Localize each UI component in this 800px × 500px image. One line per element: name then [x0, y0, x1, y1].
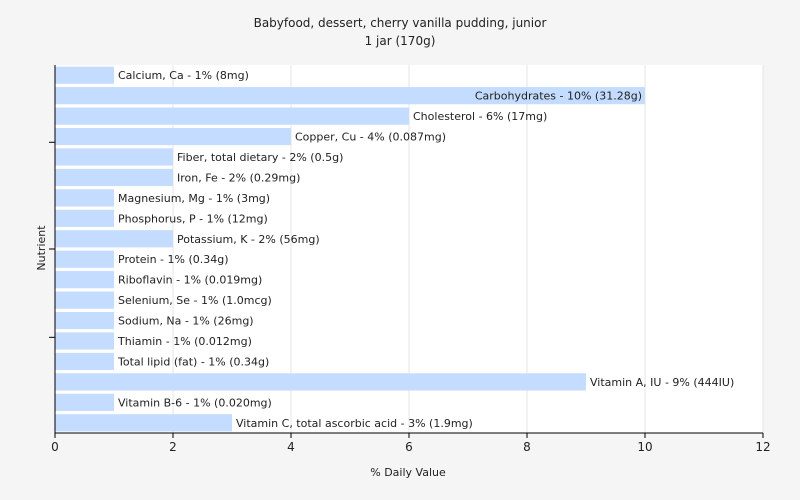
bar-label: Cholesterol - 6% (17mg)	[413, 110, 547, 123]
bar-label: Carbohydrates - 10% (31.28g)	[475, 90, 642, 103]
bar	[55, 271, 114, 289]
bar	[55, 414, 232, 432]
bar	[55, 393, 114, 411]
bar-label: Selenium, Se - 1% (1.0mcg)	[118, 294, 272, 307]
x-tick-label: 6	[405, 440, 413, 454]
bar-label: Sodium, Na - 1% (26mg)	[118, 315, 254, 328]
bar-label: Total lipid (fat) - 1% (0.34g)	[117, 355, 269, 368]
bar-label: Phosphorus, P - 1% (12mg)	[118, 212, 268, 225]
bar	[55, 209, 114, 227]
bar	[55, 168, 173, 187]
bar-label: Copper, Cu - 4% (0.087mg)	[295, 131, 446, 144]
bar	[55, 352, 114, 371]
bar-label: Calcium, Ca - 1% (8mg)	[118, 69, 249, 82]
bar	[55, 250, 114, 268]
x-tick-label: 0	[51, 440, 59, 454]
bar-label: Vitamin C, total ascorbic acid - 3% (1.9…	[236, 417, 473, 430]
bar	[55, 66, 114, 84]
bar-label: Potassium, K - 2% (56mg)	[177, 233, 320, 246]
y-axis-label: Nutrient	[35, 225, 48, 271]
x-tick-label: 2	[169, 440, 177, 454]
bar-label: Vitamin A, IU - 9% (444IU)	[590, 376, 734, 389]
chart-subtitle: 1 jar (170g)	[365, 34, 436, 48]
bar	[55, 87, 645, 105]
bar	[55, 291, 114, 309]
x-tick-label: 10	[637, 440, 652, 454]
bar-label: Vitamin B-6 - 1% (0.020mg)	[118, 396, 272, 409]
bar	[55, 148, 173, 166]
x-tick-label: 12	[755, 440, 770, 454]
bar	[55, 311, 114, 330]
bar	[55, 189, 114, 207]
bar-label: Protein - 1% (0.34g)	[118, 253, 229, 266]
chart-title: Babyfood, dessert, cherry vanilla puddin…	[254, 16, 547, 30]
bar-label: Thiamin - 1% (0.012mg)	[117, 335, 252, 348]
bar-label: Riboflavin - 1% (0.019mg)	[118, 274, 262, 287]
x-axis-label: % Daily Value	[370, 466, 446, 479]
x-tick-label: 8	[523, 440, 531, 454]
bar-label: Fiber, total dietary - 2% (0.5g)	[177, 151, 343, 164]
bar	[55, 373, 586, 391]
x-tick-label: 4	[287, 440, 295, 454]
plot-area: Calcium, Ca - 1% (8mg) Carbohydrates - 10…	[49, 65, 771, 454]
bar-label: Iron, Fe - 2% (0.29mg)	[177, 171, 300, 184]
bar	[55, 107, 409, 125]
bar-label: Magnesium, Mg - 1% (3mg)	[118, 192, 270, 205]
bar	[55, 332, 114, 350]
bar	[55, 230, 173, 248]
bar	[55, 127, 291, 146]
